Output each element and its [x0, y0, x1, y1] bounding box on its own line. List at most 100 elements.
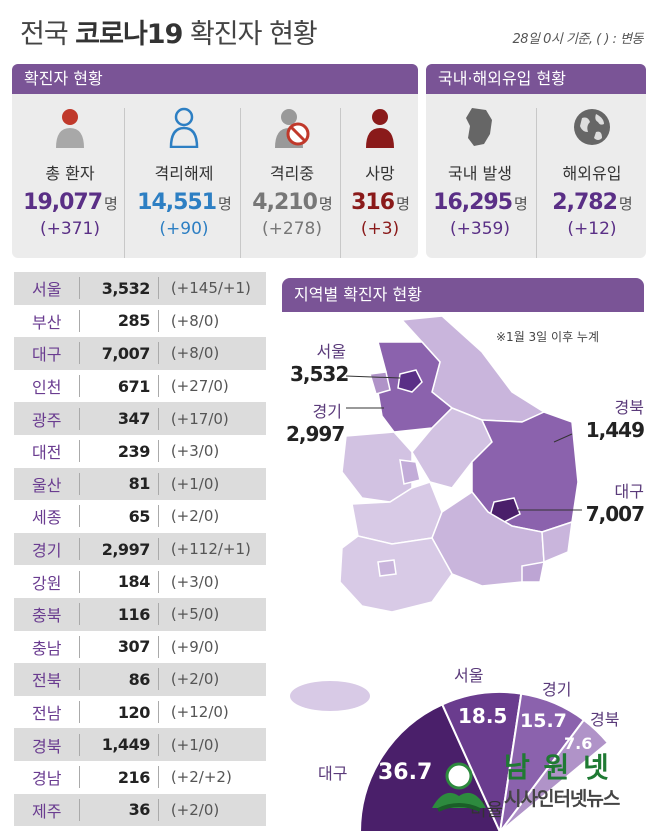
- divider: [157, 505, 159, 528]
- divider: [536, 108, 537, 258]
- region-change: (+8/0): [170, 311, 220, 330]
- table-row: 대전 239 (+3/0): [14, 435, 266, 468]
- divider: [79, 277, 81, 300]
- divider: [240, 108, 241, 258]
- callout-gyeongbuk: 경북 1,449: [585, 398, 645, 442]
- table-row: 충남 307 (+9/0): [14, 631, 266, 664]
- region-name: 대구: [31, 345, 62, 365]
- watermark-title: 남 원 넷: [504, 751, 611, 784]
- ratio-label-seoul: 서울: [454, 666, 484, 685]
- divider: [79, 342, 81, 365]
- region-gwangju: [377, 559, 397, 577]
- region-change: (+2/0): [170, 670, 220, 689]
- region-change: (+9/0): [170, 637, 220, 656]
- divider: [79, 766, 81, 789]
- stat-domestic: 국내 발생 16,295 명 (+359): [428, 106, 532, 239]
- region-count: 347: [117, 409, 150, 429]
- divider: [157, 733, 159, 756]
- callout-daegu: 대구 7,007: [585, 482, 645, 526]
- stat-released: 격리해제 14,551 명 (+90): [132, 106, 236, 239]
- region-name: 인천: [31, 378, 62, 398]
- divider: [79, 603, 81, 626]
- origin-panel-title: 국내·해외유입 현황: [426, 64, 646, 94]
- region-name: 대전: [31, 443, 62, 463]
- region-count: 65: [128, 506, 151, 526]
- table-row: 인천 671 (+27/0): [14, 370, 266, 403]
- confirmed-panel: 확진자 현황 총 환자 19,077 명 (+371) 격리해제 14,551 명 …: [12, 64, 418, 258]
- ratio-value-daegu: 36.7: [378, 760, 433, 785]
- region-change: (+3/0): [170, 572, 220, 591]
- map-note: ※1월 3일 이후 누계: [496, 330, 600, 344]
- ratio-value-gyeonggi: 15.7: [520, 710, 567, 732]
- table-row: 경북 1,449 (+1/0): [14, 728, 266, 761]
- divider: [79, 309, 81, 332]
- region-name: 세종: [31, 508, 62, 528]
- region-busan: [521, 561, 545, 583]
- table-row: 세종 65 (+2/0): [14, 500, 266, 533]
- divider: [79, 375, 81, 398]
- region-name: 부산: [31, 312, 62, 332]
- table-row: 충북 116 (+5/0): [14, 597, 266, 631]
- ratio-slice: [499, 718, 610, 832]
- stat-overseas: 해외유입 2,782 명 (+12): [540, 106, 644, 239]
- divider: [79, 440, 81, 463]
- region-count: 285: [117, 311, 150, 331]
- stat-quarantined: 격리중 4,210 명 (+278): [246, 106, 338, 239]
- region-count: 184: [117, 572, 150, 592]
- divider: [157, 538, 159, 561]
- callout-seoul: 서울 3,532: [290, 342, 349, 386]
- table-row: 전북 86 (+2/0): [14, 663, 266, 696]
- table-row: 부산 285 (+8/0): [14, 305, 266, 338]
- region-change: (+5/0): [170, 605, 220, 624]
- region-incheon: [369, 371, 391, 395]
- confirmed-panel-title: 확진자 현황: [12, 64, 418, 94]
- region-name: 충북: [31, 606, 62, 626]
- region-count: 81: [128, 474, 151, 494]
- region-ulsan: [541, 520, 573, 564]
- region-change: (+2/0): [170, 800, 220, 819]
- region-change: (+1/0): [170, 474, 220, 493]
- region-count: 36: [128, 800, 151, 820]
- region-count: 216: [117, 767, 150, 787]
- divider: [157, 277, 159, 300]
- ratio-label-daegu: 대구: [318, 764, 348, 783]
- divider: [79, 733, 81, 756]
- page-title: 전국 코로나19 확진자 현황: [20, 19, 318, 50]
- divider: [79, 472, 81, 495]
- region-name: 서울: [31, 280, 62, 300]
- ratio-chart: [360, 691, 610, 832]
- region-count: 120: [117, 702, 150, 722]
- region-name: 경남: [31, 769, 62, 789]
- divider: [340, 108, 341, 258]
- stat-deaths: 사망 316 명 (+3): [344, 106, 416, 239]
- divider: [157, 668, 159, 691]
- region-count: 116: [117, 604, 150, 624]
- region-table: 서울 3,532 (+145/+1) 부산 285 (+8/0) 대구 7,007 (+8/0)…: [14, 272, 266, 827]
- divider: [157, 701, 159, 724]
- region-count: 2,997: [101, 539, 151, 559]
- table-row: 제주 36 (+2/0): [14, 793, 266, 827]
- region-change: (+1/0): [170, 735, 220, 754]
- divider: [79, 505, 81, 528]
- table-row: 대구 7,007 (+8/0): [14, 337, 266, 370]
- region-name: 전북: [31, 671, 62, 691]
- watermark: 남 원 넷 시사인터넷뉴스: [418, 742, 648, 828]
- divider: [157, 472, 159, 495]
- table-row: 울산 81 (+1/0): [14, 467, 266, 501]
- watermark-subtitle: 시사인터넷뉴스: [504, 788, 620, 810]
- region-count: 1,449: [101, 735, 151, 755]
- divider: [157, 407, 159, 430]
- divider: [157, 603, 159, 626]
- region-name: 강원: [31, 573, 62, 593]
- korea-map: [339, 315, 582, 613]
- divider: [79, 701, 81, 724]
- region-name: 제주: [31, 801, 62, 821]
- stat-total: 총 환자 19,077 명 (+371): [22, 106, 118, 239]
- divider: [157, 440, 159, 463]
- region-change: (+2/+2): [170, 768, 232, 787]
- ratio-label-gyeonggi: 경기: [542, 680, 572, 699]
- watermark-logo-icon: [432, 762, 486, 812]
- divider: [79, 798, 81, 821]
- region-count: 671: [117, 376, 150, 396]
- region-daejeon: [399, 459, 421, 485]
